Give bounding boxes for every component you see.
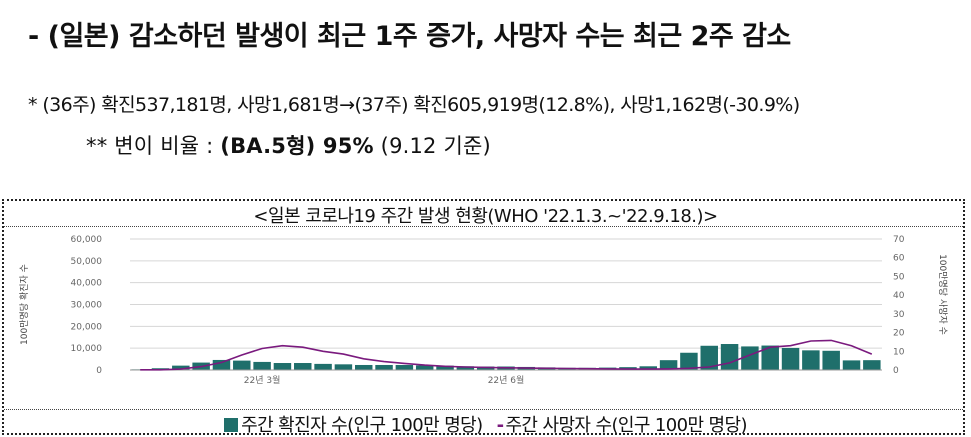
bar-legend-swatch — [224, 418, 239, 432]
chart-title-divider — [4, 226, 963, 227]
confirmed-bar — [314, 363, 332, 370]
variant-ratio-note: ** 변이 비율 : (BA.5형) 95% (9.12 기준) — [86, 130, 491, 160]
chart-title: <일본 코로나19 주간 발생 현황(WHO '22.1.3.~'22.9.18… — [253, 206, 718, 227]
chart-frame — [2, 199, 965, 435]
confirmed-bar — [700, 345, 718, 370]
confirmed-bar — [233, 360, 251, 370]
y2-tick-label: 40 — [893, 291, 905, 301]
confirmed-bar — [354, 364, 373, 370]
confirmed-bar — [375, 364, 393, 370]
legend-item-confirmed: 주간 확진자 수(인구 100만 명당) — [241, 415, 483, 436]
y-tick-label: 60,000 — [71, 235, 103, 245]
legend-item-deaths: 주간 사망자 수(인구 100만 명당) — [505, 415, 747, 436]
y-tick-label: 50,000 — [71, 257, 103, 267]
confirmed-bar — [436, 365, 454, 370]
confirmed-bar — [212, 359, 231, 370]
y-axis-label: 100만명당 확진자 수 — [18, 264, 30, 345]
confirmed-bar — [761, 345, 779, 370]
y2-tick-label: 20 — [893, 329, 905, 339]
legend-divider — [4, 409, 963, 410]
y2-tick-label: 60 — [893, 254, 905, 264]
confirmed-bar — [639, 366, 658, 370]
x-tick-label: 22년 3월 — [244, 374, 281, 386]
y2-tick-label: 50 — [893, 272, 905, 282]
deaths-line — [140, 339, 873, 371]
confirmed-bar — [415, 365, 434, 370]
confirmed-bar — [842, 360, 861, 370]
confirmed-bar — [273, 363, 292, 370]
confirmed-bar — [253, 361, 271, 370]
y2-tick-label: 10 — [893, 347, 905, 357]
y2-tick-label: 30 — [893, 310, 905, 320]
chart-legend: 주간 확진자 수(인구 100만 명당) - 주간 사망자 수(인구 100만 명당… — [0, 411, 971, 437]
confirmed-bar — [659, 360, 678, 370]
y-tick-label: 20,000 — [71, 322, 103, 332]
confirmed-bar — [781, 347, 800, 370]
variant-ratio-value: (BA.5형) 95% — [220, 134, 374, 158]
confirmed-bar — [802, 350, 820, 370]
confirmed-bar — [172, 365, 190, 370]
confirmed-bar — [395, 364, 414, 370]
y2-tick-label: 70 — [893, 235, 905, 245]
confirmed-bar — [476, 366, 495, 370]
y2-tick-label: 0 — [893, 366, 899, 376]
line-legend-marker: - — [496, 415, 504, 436]
headline: - (일본) 감소하던 발생이 최근 1주 증가, 사망자 수는 최근 2주 감… — [28, 21, 791, 52]
y-tick-label: 10,000 — [71, 344, 103, 354]
confirmed-bar — [863, 360, 881, 370]
y2-axis-label: 100만명당 사망자 수 — [937, 254, 948, 335]
confirmed-bar — [822, 350, 840, 370]
y-tick-label: 30,000 — [71, 301, 103, 311]
y-tick-label: 40,000 — [71, 279, 103, 289]
y-tick-label: 0 — [96, 366, 102, 376]
weekly-summary-note: * (36주) 확진537,181명, 사망1,681명→(37주) 확진605… — [28, 94, 800, 116]
confirmed-bar — [334, 364, 353, 370]
confirmed-bar — [741, 346, 759, 370]
confirmed-bar — [720, 344, 739, 370]
x-tick-label: 22년 6월 — [488, 374, 525, 386]
confirmed-bar — [294, 363, 312, 370]
confirmed-bar — [456, 366, 475, 370]
confirmed-bar — [680, 352, 698, 370]
variant-ratio-prefix: ** 변이 비율 : — [86, 134, 221, 158]
variant-ratio-date: (9.12 기준) — [373, 134, 491, 158]
